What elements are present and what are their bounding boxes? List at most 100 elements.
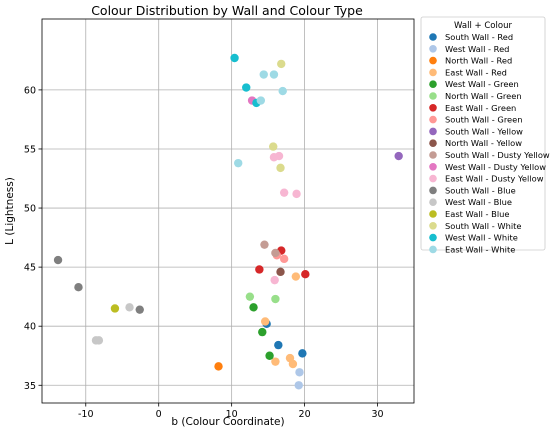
y-axis-label: L (Lightness) [4,177,16,245]
grid [42,19,414,403]
legend-entry: South Wall - Green [445,115,523,125]
data-point [234,158,243,168]
legend-entry: North Wall - Red [445,56,512,66]
y-tick-label: 60 [24,85,36,96]
legend-marker [429,186,437,195]
legend-title: Wall + Colour [454,21,512,31]
data-point [301,270,310,279]
data-point [74,283,83,292]
data-point [394,151,403,161]
legend-marker [429,139,437,147]
legend-entry: East Wall - Green [445,103,516,113]
legend-marker [429,198,437,206]
chart-title: Colour Distribution by Wall and Colour T… [91,3,363,18]
data-point [135,305,144,314]
legend-entry: East Wall - Dusty Yellow [445,174,544,184]
data-point [276,267,285,277]
data-point [265,351,274,360]
legend-entry: North Wall - Yellow [445,138,522,148]
data-point [255,265,264,274]
data-point [269,142,278,151]
legend-entry: South Wall - Blue [445,185,516,195]
legend-marker [429,151,437,159]
legend-entry: West Wall - Red [445,44,509,54]
data-point [288,359,298,369]
x-tick-label: 0 [156,409,162,420]
data-point [259,70,268,79]
legend-entry: East Wall - Blue [445,209,510,219]
x-tick-label: 10 [226,409,238,420]
plot-frame [41,18,415,404]
legend-marker [429,115,437,124]
legend-entry: North Wall - Green [445,91,522,101]
data-point [274,151,284,161]
data-point [249,303,258,312]
data-points [53,53,403,390]
legend-marker [429,80,437,88]
legend-entry: West Wall - White [445,233,518,243]
legend-entry: South Wall - Dusty Yellow [445,150,550,160]
legend-entry: East Wall - Red [445,67,507,77]
axis-ticks: -10 0 10 20 30 35 40 45 50 55 60 [24,85,384,420]
data-point [271,294,280,304]
data-point [94,336,104,345]
data-point [258,327,267,337]
data-point [214,362,223,371]
data-point [277,59,286,69]
legend-marker [429,92,437,100]
data-point [230,53,239,63]
legend-marker [429,56,437,65]
legend-marker [429,127,437,136]
legend-entry: South Wall - Yellow [445,126,523,136]
data-point [295,368,304,377]
x-tick-label: 30 [371,409,383,420]
y-tick-label: 35 [24,381,36,392]
x-axis-label: b (Colour Coordinate) [171,416,284,428]
legend-marker [429,33,437,41]
legend-marker [429,245,437,254]
legend-marker [429,233,437,242]
data-point [291,272,301,281]
legend-marker [429,68,437,77]
data-point [279,254,289,264]
x-tick-label: 20 [299,409,311,420]
data-point [256,96,266,105]
data-point [276,163,285,173]
legend: Wall + Colour South Wall - Red West Wall … [420,16,550,254]
data-point [110,304,120,313]
y-tick-label: 45 [24,263,36,274]
legend-marker [429,45,437,53]
legend-entry: West Wall - Dusty Yellow [445,162,546,172]
data-point [294,381,303,390]
legend-marker [429,163,437,171]
data-point [274,340,283,350]
legend-items: South Wall - Red West Wall - Red North Wal… [429,32,550,254]
data-point [125,303,134,312]
x-tick-label: -10 [78,409,94,420]
data-point [270,275,279,285]
data-point [269,70,279,79]
data-point [298,349,307,358]
data-point [242,83,251,92]
y-tick-label: 40 [24,322,36,333]
legend-entry: South Wall - Red [445,32,513,42]
data-point [271,248,280,258]
data-point [53,255,63,265]
legend-entry: South Wall - White [445,221,522,231]
legend-entry: West Wall - Green [445,79,519,89]
legend-marker [429,104,437,112]
data-point [261,317,270,326]
data-point [260,240,269,249]
data-point [292,189,301,199]
legend-marker [429,210,437,218]
legend-entry: East Wall - White [445,244,515,254]
y-tick-label: 50 [24,204,36,215]
legend-box [420,16,546,251]
data-point [245,292,255,301]
data-point [279,188,289,197]
legend-marker [429,174,437,183]
y-tick-label: 55 [24,144,36,155]
data-point [271,357,280,366]
legend-marker [429,222,437,230]
